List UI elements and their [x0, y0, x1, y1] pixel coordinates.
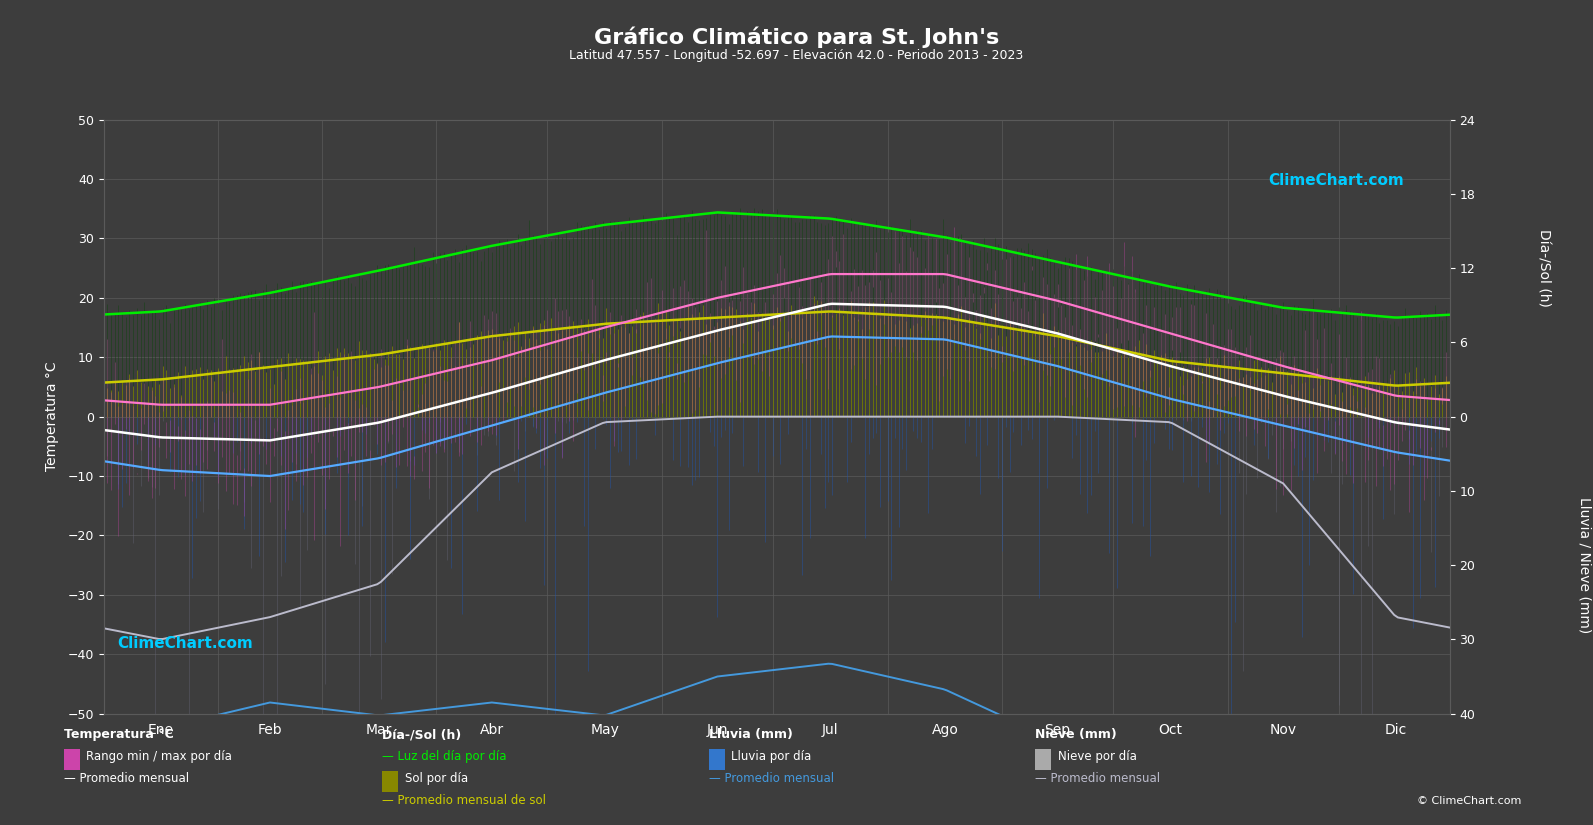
Text: © ClimeChart.com: © ClimeChart.com — [1416, 796, 1521, 806]
Text: — Promedio mensual de sol: — Promedio mensual de sol — [382, 794, 546, 808]
Text: Nieve por día: Nieve por día — [1058, 750, 1137, 763]
Text: ClimeChart.com: ClimeChart.com — [1268, 173, 1403, 188]
Text: Lluvia por día: Lluvia por día — [731, 750, 811, 763]
Text: — Luz del día por día: — Luz del día por día — [382, 750, 507, 763]
Y-axis label: Temperatura °C: Temperatura °C — [45, 362, 59, 471]
Text: — Promedio mensual: — Promedio mensual — [709, 772, 835, 785]
Text: — Promedio mensual: — Promedio mensual — [1035, 772, 1161, 785]
Text: ClimeChart.com: ClimeChart.com — [116, 636, 253, 652]
Text: Lluvia / Nieve (mm): Lluvia / Nieve (mm) — [1577, 497, 1591, 634]
Text: Latitud 47.557 - Longitud -52.697 - Elevación 42.0 - Periodo 2013 - 2023: Latitud 47.557 - Longitud -52.697 - Elev… — [569, 50, 1024, 63]
Text: Gráfico Climático para St. John's: Gráfico Climático para St. John's — [594, 26, 999, 48]
Text: Temperatura °C: Temperatura °C — [64, 728, 174, 742]
Text: Lluvia (mm): Lluvia (mm) — [709, 728, 793, 742]
Text: — Promedio mensual: — Promedio mensual — [64, 772, 190, 785]
Text: Día-/Sol (h): Día-/Sol (h) — [382, 728, 462, 742]
Text: Sol por día: Sol por día — [405, 772, 468, 785]
Text: Rango min / max por día: Rango min / max por día — [86, 750, 233, 763]
Text: Día-/Sol (h): Día-/Sol (h) — [1537, 229, 1552, 307]
Text: Nieve (mm): Nieve (mm) — [1035, 728, 1117, 742]
